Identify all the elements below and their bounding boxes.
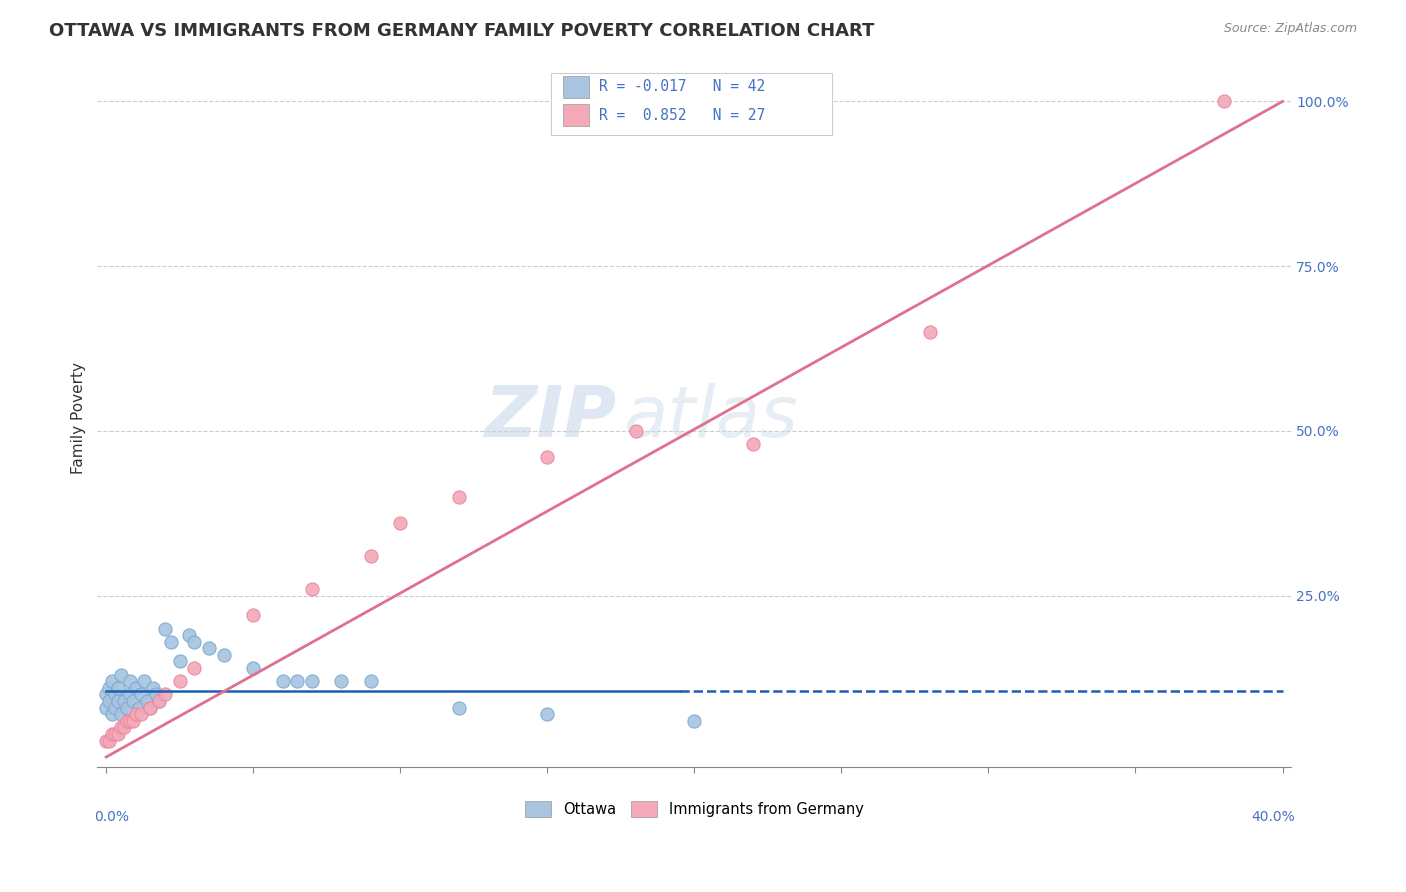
Bar [562,104,589,127]
Text: 40.0%: 40.0% [1251,810,1295,824]
Point [624,424,647,438]
Point [148,694,170,708]
Point [110,707,132,722]
Point [183,634,205,648]
Point [198,641,221,656]
Point [96,688,118,702]
Point [107,694,129,708]
Point [101,674,124,689]
Point [121,694,143,708]
Point [121,714,143,728]
Point [98,694,121,708]
Point [301,582,323,596]
Text: ZIP: ZIP [485,384,617,452]
Point [449,490,471,504]
Point [330,674,353,689]
Point [918,325,941,339]
Point [177,628,200,642]
Point [142,681,165,695]
Point [242,661,264,675]
Point [285,674,308,689]
Point [139,700,162,714]
Point [742,437,765,451]
Text: Source: ZipAtlas.com: Source: ZipAtlas.com [1223,22,1357,36]
Point [110,720,132,734]
Point [169,655,191,669]
Point [212,648,235,662]
Point [124,681,146,695]
Point [96,733,118,747]
Point [242,608,264,623]
Y-axis label: Family Poverty: Family Poverty [72,362,86,474]
Point [1212,95,1234,109]
Point [128,700,150,714]
Point [101,707,124,722]
Point [160,634,183,648]
Point [107,727,129,741]
Point [183,661,205,675]
Legend: Ottawa, Immigrants from Germany: Ottawa, Immigrants from Germany [519,795,869,822]
Point [136,694,159,708]
Point [107,681,129,695]
Point [683,714,706,728]
Text: R =  0.852   N = 27: R = 0.852 N = 27 [599,108,765,123]
Point [112,720,135,734]
Point [115,700,138,714]
Point [118,688,141,702]
Text: 0.0%: 0.0% [94,810,129,824]
Point [145,688,167,702]
Point [449,700,471,714]
Point [112,694,135,708]
Point [118,714,141,728]
Text: atlas: atlas [623,384,797,452]
Point [139,700,162,714]
Point [118,674,141,689]
Point [124,707,146,722]
Point [104,700,127,714]
Point [134,674,156,689]
Point [271,674,294,689]
FancyBboxPatch shape [551,73,832,135]
Point [131,688,153,702]
Point [153,688,176,702]
Text: OTTAWA VS IMMIGRANTS FROM GERMANY FAMILY POVERTY CORRELATION CHART: OTTAWA VS IMMIGRANTS FROM GERMANY FAMILY… [49,22,875,40]
Point [169,674,191,689]
Point [153,622,176,636]
Point [131,707,153,722]
Point [536,707,558,722]
Point [98,681,121,695]
Point [360,674,382,689]
Point [96,700,118,714]
Point [301,674,323,689]
Point [98,733,121,747]
Point [104,688,127,702]
Point [536,450,558,465]
Point [360,549,382,563]
Point [101,727,124,741]
Point [104,727,127,741]
Bar [562,76,589,98]
Point [110,667,132,681]
Point [115,714,138,728]
Point [148,694,170,708]
Text: R = -0.017   N = 42: R = -0.017 N = 42 [599,79,765,95]
Point [389,516,412,530]
